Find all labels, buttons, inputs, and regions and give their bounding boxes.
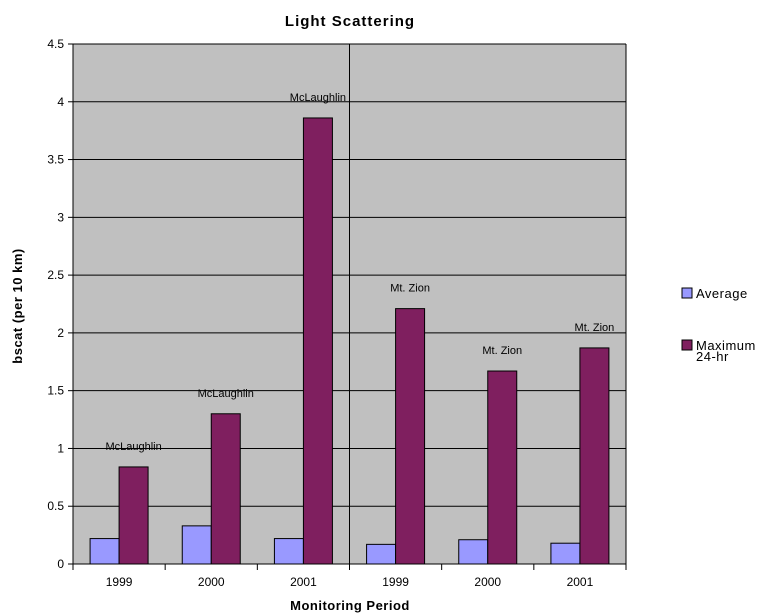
bar-average — [273, 538, 304, 565]
x-tick-label: 2001 — [567, 575, 594, 589]
y-tick-labels: 0 0.5 1 1.5 2 2.5 3 3.5 4 4.5 — [47, 37, 73, 571]
site-label: Mt. Zion — [575, 322, 615, 334]
x-tick-label: 2000 — [198, 575, 225, 589]
y-tick-label: 3.5 — [47, 153, 64, 167]
y-tick-label: 0.5 — [47, 499, 64, 513]
x-tick-label: 2000 — [474, 575, 501, 589]
x-tick-label: 2001 — [290, 575, 317, 589]
bar-maximum — [210, 413, 241, 565]
y-tick-label: 3 — [57, 210, 64, 224]
y-axis-title: bscat (per 10 km) — [10, 248, 25, 363]
y-tick-label: 1 — [57, 441, 64, 455]
x-tick-label: 1999 — [106, 575, 133, 589]
bar-maximum — [395, 308, 426, 565]
site-label: Mt. Zion — [390, 283, 430, 295]
site-label: McLaughlin — [290, 92, 346, 104]
legend-label: Maximum — [696, 338, 756, 353]
site-label: McLaughlin — [198, 388, 254, 400]
y-tick-label: 2 — [57, 326, 64, 340]
site-labels: McLaughlin McLaughlin McLaughlin Mt. Zion Mt… — [105, 92, 614, 453]
x-tick-labels: 1999 2000 2001 1999 2000 2001 — [106, 575, 594, 589]
legend-swatch — [681, 287, 693, 299]
legend-swatch — [681, 339, 693, 351]
x-axis-title: Monitoring Period — [290, 598, 410, 613]
y-tick-label: 2.5 — [47, 268, 64, 282]
bar-average — [89, 538, 120, 565]
y-tick-label: 0 — [57, 557, 64, 571]
bar-maximum — [487, 370, 518, 565]
bar-average — [366, 543, 397, 565]
y-tick-label: 1.5 — [47, 384, 64, 398]
bar-average — [181, 525, 212, 565]
axes — [72, 44, 627, 570]
x-tick-label: 1999 — [382, 575, 409, 589]
bar-maximum — [579, 347, 610, 565]
legend-label: 24-hr — [696, 349, 729, 364]
chart-title: Light Scattering — [285, 13, 415, 30]
bar-maximum — [118, 466, 149, 565]
y-tick-label: 4 — [57, 95, 64, 109]
legend-label: Average — [696, 286, 748, 301]
site-label: Mt. Zion — [482, 345, 522, 357]
site-label: McLaughlin — [105, 441, 161, 453]
y-tick-label: 4.5 — [47, 37, 64, 51]
bar-average — [458, 539, 489, 565]
bar-average — [550, 542, 581, 565]
bar-maximum — [302, 117, 333, 565]
